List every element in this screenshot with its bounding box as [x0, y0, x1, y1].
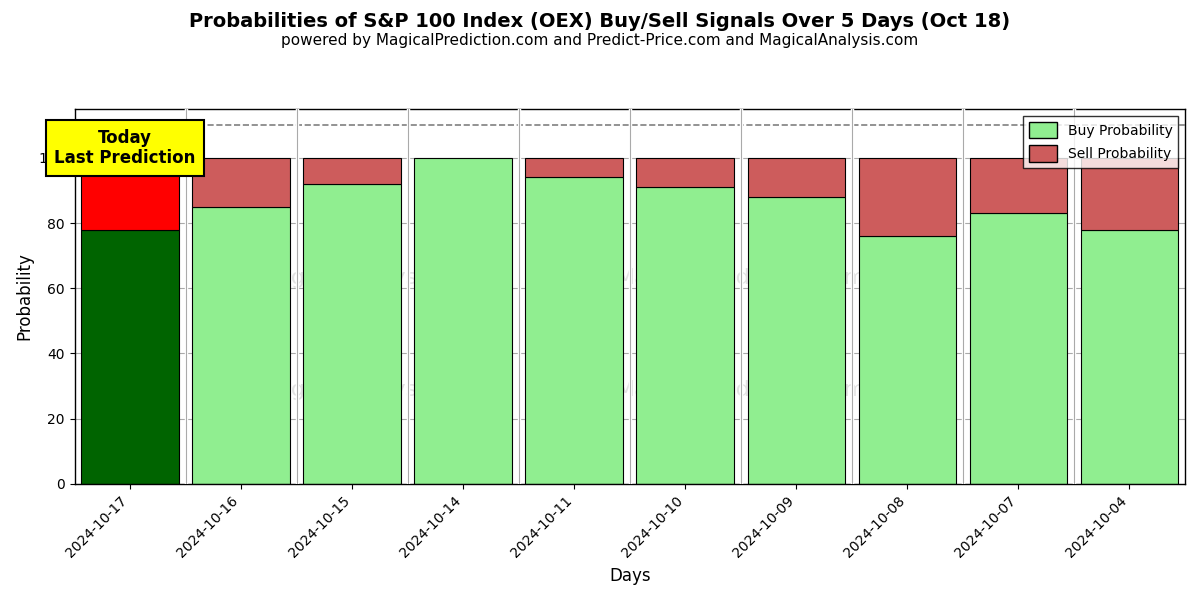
Bar [636, 187, 734, 484]
Bar [858, 236, 956, 484]
Y-axis label: Probability: Probability [16, 253, 34, 340]
Legend: Buy Probability, Sell Probability: Buy Probability, Sell Probability [1024, 116, 1178, 168]
Text: MagicalPrediction.com: MagicalPrediction.com [616, 268, 866, 287]
Bar [970, 213, 1067, 484]
Bar [414, 158, 512, 484]
Text: MagicalAnalysis.com: MagicalAnalysis.com [259, 380, 491, 400]
Bar [748, 197, 845, 484]
Bar [970, 158, 1067, 213]
Bar [748, 158, 845, 197]
Bar [526, 158, 623, 178]
Text: Probabilities of S&P 100 Index (OEX) Buy/Sell Signals Over 5 Days (Oct 18): Probabilities of S&P 100 Index (OEX) Buy… [190, 12, 1010, 31]
Bar [1081, 158, 1178, 230]
Text: MagicalAnalysis.com: MagicalAnalysis.com [259, 268, 491, 287]
Bar [1081, 230, 1178, 484]
Bar [304, 184, 401, 484]
Bar [526, 178, 623, 484]
Bar [82, 158, 179, 230]
Bar [192, 207, 290, 484]
Bar [636, 158, 734, 187]
Bar [858, 158, 956, 236]
Bar [82, 230, 179, 484]
Text: powered by MagicalPrediction.com and Predict-Price.com and MagicalAnalysis.com: powered by MagicalPrediction.com and Pre… [281, 33, 919, 48]
Bar [304, 158, 401, 184]
Bar [192, 158, 290, 207]
X-axis label: Days: Days [610, 567, 650, 585]
Text: Today
Last Prediction: Today Last Prediction [54, 128, 196, 167]
Text: MagicalPrediction.com: MagicalPrediction.com [616, 380, 866, 400]
